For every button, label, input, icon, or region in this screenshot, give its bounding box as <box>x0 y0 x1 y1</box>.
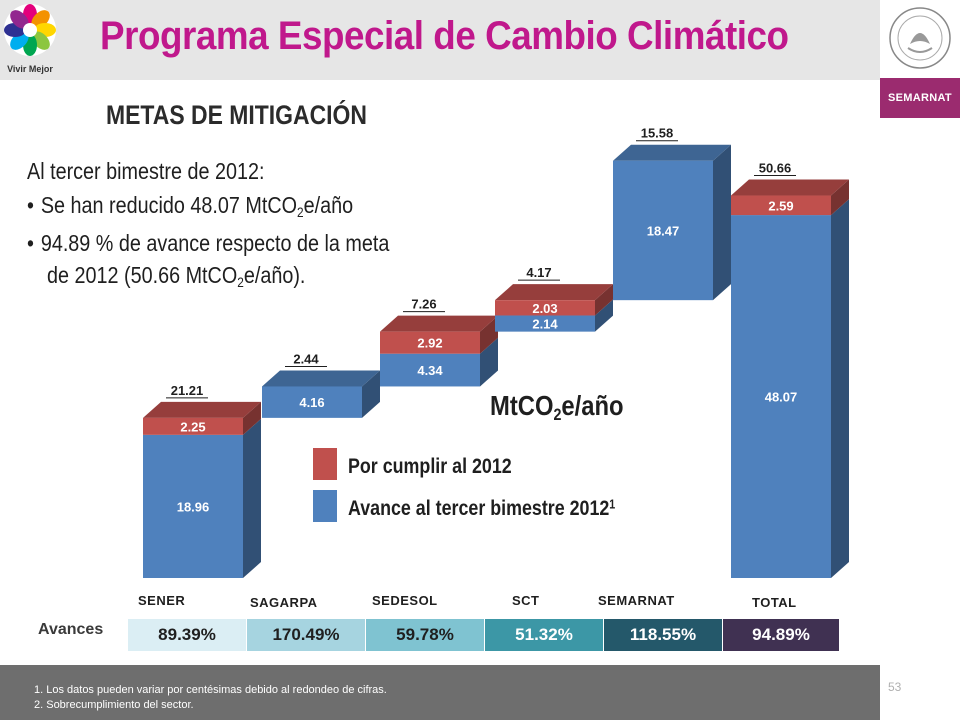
subscript: 2 <box>297 205 304 221</box>
data-label-total: 4.17 <box>526 265 551 280</box>
bar-progress-side <box>480 337 498 387</box>
intro-bullet-reduction: • Se han reducido 48.07 MtCO2e/año <box>27 192 353 220</box>
avance-cell: 51.32% <box>485 619 603 651</box>
data-label-pending: 2.92 <box>417 336 442 351</box>
legend-label-pending: Por cumplir al 2012 <box>348 455 512 478</box>
data-label-progress: 48.07 <box>765 390 798 405</box>
bar-pending-side <box>595 284 613 316</box>
bar-progress-top <box>262 370 380 387</box>
intro-line-continued: de 2012 (50.66 MtCO2e/año). <box>47 262 305 290</box>
avance-cell: 89.39% <box>128 619 246 651</box>
bar-pending-front <box>380 331 480 354</box>
intro-line: Al tercer bimestre de 2012: <box>27 158 265 184</box>
bar-progress-front <box>731 215 831 578</box>
data-label-total: 50.66 <box>759 161 792 176</box>
page-number: 53 <box>888 680 902 694</box>
agency-tag: SEMARNAT <box>880 78 960 118</box>
bar-pending-front <box>495 300 595 316</box>
data-label-pending: 2.59 <box>768 198 793 213</box>
bar-progress-side <box>595 299 613 332</box>
bar-progress-side <box>713 144 731 301</box>
intro-text: e/año). <box>243 262 306 288</box>
data-label-total: 2.44 <box>293 351 319 366</box>
bar-pending-side <box>831 179 849 216</box>
logo-text: Vivir Mejor <box>7 64 53 74</box>
data-label-total: 7.26 <box>411 297 436 312</box>
avance-cell: 94.89% <box>723 619 839 651</box>
section-title: METAS DE MITIGACIÓN <box>106 100 367 130</box>
data-label-total: 15.58 <box>641 126 674 141</box>
category-label: SAGARPA <box>250 595 318 610</box>
data-label-pending: 2.03 <box>532 301 557 316</box>
subscript: 2 <box>237 275 244 291</box>
intro-text: e/año <box>303 192 354 218</box>
avances-label: Avances <box>38 621 104 638</box>
data-label-total: 21.21 <box>171 383 204 398</box>
bullet: • <box>27 230 34 256</box>
mexico-seal-icon <box>880 0 960 78</box>
vivir-mejor-logo <box>4 4 56 56</box>
bar-pending-top <box>380 315 498 332</box>
footnote-ref: 1 <box>609 497 616 512</box>
bar-pending-front <box>731 195 831 216</box>
bar-progress-side <box>362 370 380 418</box>
category-label: TOTAL <box>752 595 797 610</box>
data-label-progress: 2.14 <box>532 317 558 332</box>
legend-swatch-progress <box>313 490 337 522</box>
bar-pending-top <box>731 179 849 196</box>
data-label-pending: 2.25 <box>180 419 205 434</box>
avance-cell: 59.78% <box>366 619 484 651</box>
category-label: SCT <box>512 593 540 608</box>
footnote: 2. Sobrecumplimiento del sector. <box>34 699 194 711</box>
bar-progress-front <box>613 160 713 301</box>
category-label: SENER <box>138 593 186 608</box>
avance-cell: 118.55% <box>604 619 722 651</box>
unit-label: MtCO2e/año <box>490 390 624 425</box>
data-label-progress: 18.47 <box>647 223 680 238</box>
avance-cell: 170.49% <box>247 619 365 651</box>
bar-progress-front <box>380 353 480 387</box>
bar-pending-side <box>480 315 498 354</box>
category-label: SEMARNAT <box>598 593 675 608</box>
bar-progress-front <box>262 386 362 418</box>
unit-text: MtCO <box>490 390 554 421</box>
footnote: 1. Los datos pueden variar por centésima… <box>34 684 387 696</box>
intro-text: 94.89 % de avance respecto de la meta <box>40 230 390 256</box>
intro-bullet-progress: • 94.89 % de avance respecto de la meta <box>27 230 389 257</box>
data-label-progress: 4.16 <box>299 395 324 410</box>
footer-bar <box>0 665 880 720</box>
bar-progress-side <box>831 199 849 578</box>
unit-text: e/año <box>561 390 624 421</box>
legend-label-progress: Avance al tercer bimestre 20121 <box>348 497 615 521</box>
category-label: SEDESOL <box>372 593 438 608</box>
bullet: • <box>27 192 34 218</box>
bar-progress-front <box>495 315 595 332</box>
bar-pending-front <box>143 417 243 435</box>
data-label-progress: 18.96 <box>177 499 210 514</box>
bar-progress-top <box>613 144 731 161</box>
legend-text: Avance al tercer bimestre 2012 <box>348 497 610 520</box>
page-title: Programa Especial de Cambio Climático <box>100 14 789 58</box>
bar-pending-side <box>243 401 261 435</box>
unit-subscript: 2 <box>553 405 562 425</box>
bar-progress-side <box>243 418 261 578</box>
intro-text: Se han reducido 48.07 MtCO <box>40 192 298 218</box>
header-bar <box>0 0 880 80</box>
bar-progress-front <box>143 434 243 578</box>
data-label-progress: 4.34 <box>417 363 443 378</box>
intro-text: de 2012 (50.66 MtCO <box>47 262 238 288</box>
legend-swatch-pending <box>313 448 337 480</box>
bar-pending-top <box>495 284 613 301</box>
bar-pending-top <box>143 401 261 418</box>
